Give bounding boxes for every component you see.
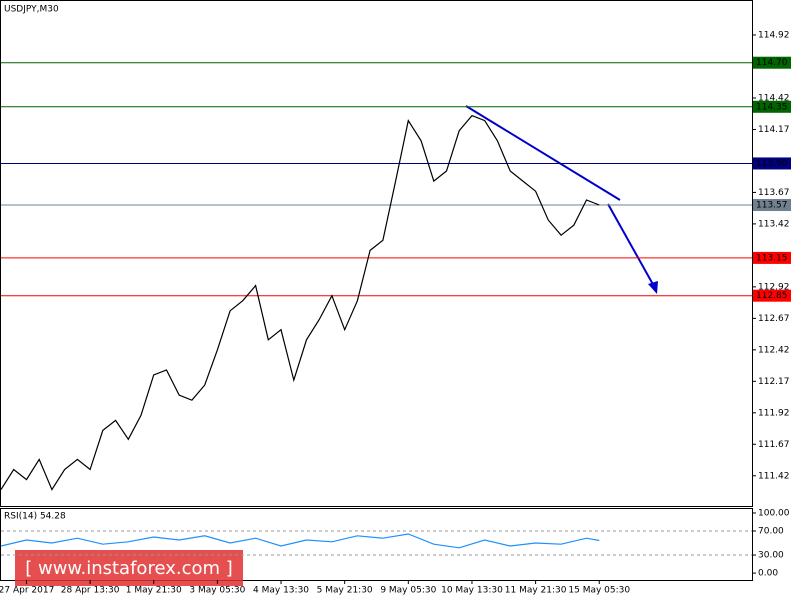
level-box: [753, 157, 791, 170]
level-box: [753, 100, 791, 113]
level-label: 112.85: [756, 291, 788, 301]
y-tick-label: 112.42: [758, 345, 790, 355]
watermark-box: [15, 550, 243, 586]
series-line: [0, 533, 600, 549]
y-tick-label: 112.92: [758, 282, 790, 292]
x-tick-label: 9 May 05:30: [380, 586, 436, 596]
level-box: [753, 289, 791, 302]
level-label: 114.70: [756, 58, 788, 68]
rsi-title: RSI(14) 54.28: [4, 512, 66, 522]
y-tick-label: 112.67: [758, 314, 790, 324]
y-tick-label: 113.67: [758, 188, 790, 198]
arrow-head: [648, 281, 658, 294]
y-tick-label: 112.17: [758, 377, 790, 387]
x-tick-label: 10 May 13:30: [441, 586, 503, 596]
x-tick-label: 3 May 05:30: [189, 586, 245, 596]
x-tick-label: 5 May 21:30: [317, 586, 373, 596]
x-tick-label: 1 May 21:30: [126, 586, 182, 596]
level-box: [753, 56, 791, 69]
y-tick-label: 113.42: [758, 219, 790, 229]
y-tick-label: 111.42: [758, 471, 790, 481]
y-tick-label: 30.00: [758, 551, 784, 561]
rsi-panel: [0, 508, 753, 581]
x-tick-label: 27 Apr 2017: [0, 586, 54, 596]
y-tick-label: 114.42: [758, 93, 790, 103]
forecast-arrow: [607, 203, 656, 289]
y-tick-label: 114.17: [758, 125, 790, 135]
level-label: 113.15: [756, 253, 788, 263]
watermark: [ www.instaforex.com ]: [25, 558, 233, 579]
series-line: [0, 114, 600, 491]
chart-title: USDJPY,M30: [4, 5, 59, 15]
y-tick-label: 100.00: [758, 508, 790, 518]
trend-line: [465, 105, 621, 201]
x-tick-label: 4 May 13:30: [253, 586, 309, 596]
y-tick-label: 70.00: [758, 527, 784, 537]
level-box: [753, 199, 791, 212]
y-tick-label: 114.92: [758, 31, 790, 41]
level-label: 113.57: [756, 201, 788, 211]
x-tick-label: 28 Apr 13:30: [61, 586, 120, 596]
y-tick-label: 0.00: [758, 569, 778, 579]
level-box: [753, 251, 791, 264]
x-tick-label: 11 May 21:30: [505, 586, 567, 596]
level-label: 114.35: [756, 102, 788, 112]
x-tick-label: 15 May 05:30: [568, 586, 630, 596]
level-label: 113.90: [756, 159, 788, 169]
price-panel: [0, 0, 753, 507]
y-tick-label: 111.92: [758, 408, 790, 418]
y-tick-label: 111.67: [758, 440, 790, 450]
